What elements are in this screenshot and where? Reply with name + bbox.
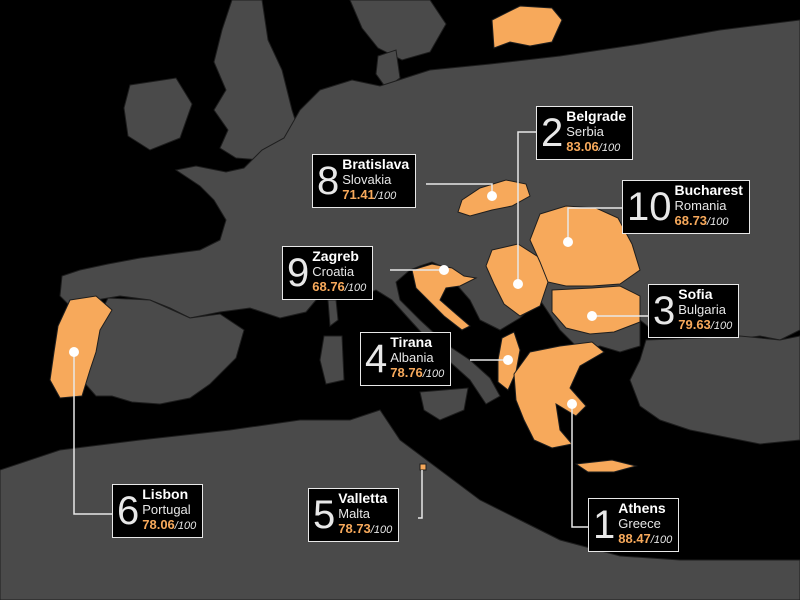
rank-number: 6 [117,488,140,533]
callout-bratislava: 8 Bratislava Slovakia 71.41/100 [312,154,417,208]
callout-zagreb: 9 Zagreb Croatia 68.76/100 [282,246,374,300]
region-greece [513,341,605,449]
city-dot-sofia [587,311,597,321]
leader-belgrade [517,131,536,284]
city-dot-athens [567,399,577,409]
rank-number: 10 [627,184,672,229]
country-name: Slovakia [342,172,392,187]
score-value: 71.41 [342,187,375,202]
city-name: Tirana [390,334,433,350]
country-name: Serbia [566,124,604,139]
country-name: Portugal [142,502,191,517]
land-great-britain [213,0,301,161]
leader-lisbon [73,352,112,515]
city-name: Lisbon [142,486,189,502]
land-north-africa [0,409,800,600]
score-value: 78.76 [390,365,423,380]
land-sardinia [319,335,345,385]
callout-tirana: 4 Tirana Albania 78.76/100 [360,332,452,386]
score-max: /100 [374,190,397,202]
city-dot-zagreb [439,265,449,275]
callout-belgrade: 2 Belgrade Serbia 83.06/100 [536,106,634,160]
score-value: 78.06 [142,517,175,532]
callout-athens: 1 Athens Greece 88.47/100 [588,498,680,552]
rank-number: 2 [541,110,564,155]
region-malta [419,463,427,471]
score-max: /100 [707,216,729,228]
callout-valletta: 5 Valletta Malta 78.73/100 [308,488,400,542]
land-scandinavia [349,0,447,61]
country-name: Croatia [312,264,355,279]
score-max: /100 [598,142,621,154]
score-max: /100 [174,520,197,532]
score-max: /100 [370,524,393,536]
city-name: Sofia [678,286,713,302]
land-corsica [327,299,339,327]
rank-number: 3 [653,288,676,333]
score-value: 68.76 [312,279,345,294]
callout-sofia: 3 Sofia Bulgaria 79.63/100 [648,284,740,338]
leader-valletta [418,470,423,519]
country-name: Romania [674,198,727,213]
score-value: 78.73 [338,521,371,536]
country-name: Greece [618,516,661,531]
rank-number: 8 [317,158,340,203]
region-crete [574,459,638,473]
city-dot-belgrade [513,279,523,289]
region-portugal [49,295,113,399]
score-value: 68.73 [674,213,708,228]
rank-number: 1 [593,502,616,547]
region-bulgaria [551,285,641,335]
land-sicily [419,387,469,421]
score-value: 79.63 [678,317,711,332]
city-name: Zagreb [312,248,359,264]
city-dot-bucharest [563,237,573,247]
score-value: 83.06 [566,139,599,154]
city-name: Bucharest [674,182,743,198]
country-name: Bulgaria [678,302,726,317]
callout-bucharest: 10 Bucharest Romania 68.73/100 [622,180,750,234]
score-value: 88.47 [618,531,651,546]
city-name: Valletta [338,490,388,506]
leader-athens [571,404,588,528]
land-ireland [123,77,193,151]
region-croatia [411,263,478,331]
country-name: Malta [338,506,371,521]
city-name: Bratislava [342,156,410,172]
rank-number: 9 [287,250,310,295]
city-name: Belgrade [566,108,627,124]
city-dot-tirana [503,355,513,365]
score-max: /100 [650,534,673,546]
score-max: /100 [422,368,445,380]
rank-number: 5 [313,492,336,537]
score-max: /100 [344,282,367,294]
leader-bucharest [567,207,622,242]
callout-lisbon: 6 Lisbon Portugal 78.06/100 [112,484,204,538]
land-anatolia [629,335,800,445]
city-dot-bratislava [487,191,497,201]
city-name: Athens [618,500,666,516]
rank-number: 4 [365,336,388,381]
region-latvia [491,5,563,49]
country-name: Albania [390,350,434,365]
score-max: /100 [710,320,733,332]
city-dot-lisbon [69,347,79,357]
